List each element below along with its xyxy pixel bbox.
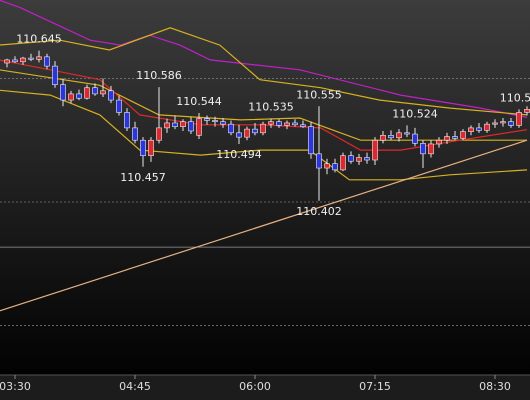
- price-label: 110.457: [120, 171, 166, 184]
- candle-body: [476, 127, 482, 131]
- price-label: 110.402: [296, 205, 342, 218]
- candle-body: [452, 136, 458, 139]
- candle-body: [220, 121, 226, 125]
- x-tick-label: 04:45: [119, 380, 151, 393]
- price-label: 110.524: [392, 107, 438, 120]
- candle-body: [228, 123, 234, 134]
- candle-body: [236, 132, 242, 138]
- candle-body: [148, 139, 154, 156]
- candle-body: [196, 118, 202, 136]
- candle-body: [396, 132, 402, 139]
- candle-body: [356, 157, 362, 162]
- price-label: 110.494: [216, 148, 262, 161]
- candle-body: [484, 123, 490, 131]
- candle-body: [364, 157, 370, 161]
- plot-background: [0, 0, 530, 375]
- price-label: 110.535: [248, 101, 294, 114]
- price-label: 110.55: [500, 91, 530, 104]
- candle-body: [516, 112, 522, 126]
- candle-body: [204, 118, 210, 121]
- candle-body: [100, 90, 106, 95]
- price-label: 110.555: [296, 88, 342, 101]
- candle-body: [380, 134, 386, 141]
- candle-body: [108, 90, 114, 101]
- candle-body: [444, 136, 450, 141]
- candle-body: [164, 122, 170, 129]
- candle-body: [404, 132, 410, 135]
- candle-body: [492, 122, 498, 125]
- candle-body: [500, 121, 506, 124]
- candle-body: [524, 109, 530, 113]
- candle-body: [372, 139, 378, 161]
- candle-body: [460, 131, 466, 139]
- candle-body: [332, 163, 338, 171]
- candle-body: [244, 128, 250, 138]
- price-label: 110.586: [136, 69, 182, 82]
- price-label: 110.645: [16, 33, 62, 46]
- time-axis-bar: [0, 375, 530, 400]
- indicator-line: [0, 69, 527, 141]
- candle-body: [28, 57, 34, 60]
- candle-body: [12, 59, 18, 63]
- candle-body: [412, 133, 418, 144]
- candle-body: [156, 127, 162, 141]
- indicator-line: [0, 89, 528, 181]
- candle-body: [428, 143, 434, 155]
- candle-body: [436, 139, 442, 145]
- indicator-line: [0, 139, 528, 312]
- candle-body: [68, 93, 74, 101]
- candle-body: [252, 128, 258, 134]
- x-tick-label: 07:15: [359, 380, 391, 393]
- indicator-line: [0, 27, 528, 116]
- candle-body: [324, 163, 330, 169]
- candle-body: [116, 99, 122, 113]
- candle-body: [348, 155, 354, 162]
- candle-body: [180, 121, 186, 127]
- candle-body: [76, 93, 82, 99]
- x-tick-label: 08:30: [479, 380, 511, 393]
- candle-body: [388, 134, 394, 139]
- candle-body: [300, 124, 306, 127]
- x-tick-label: 06:00: [239, 380, 271, 393]
- candle-body: [316, 153, 322, 169]
- candle-body: [132, 127, 138, 141]
- candle-body: [212, 120, 218, 123]
- candle-body: [36, 56, 42, 60]
- x-tick-label: 03:30: [0, 380, 31, 393]
- candle-body: [292, 122, 298, 126]
- candle-body: [420, 143, 426, 155]
- candle-body: [276, 121, 282, 126]
- candle-body: [84, 87, 90, 99]
- candle-body: [468, 127, 474, 132]
- candle-body: [268, 121, 274, 125]
- candle-body: [92, 87, 98, 95]
- candle-body: [308, 126, 314, 155]
- candle-body: [140, 139, 146, 156]
- candle-body: [508, 121, 514, 126]
- candle-body: [60, 84, 66, 101]
- candle-body: [172, 122, 178, 127]
- candle-body: [20, 57, 26, 63]
- candle-body: [52, 65, 58, 85]
- candle-body: [124, 112, 130, 129]
- candle-body: [340, 155, 346, 171]
- candle-body: [4, 59, 10, 64]
- candle-body: [188, 121, 194, 132]
- price-label: 110.544: [176, 95, 222, 108]
- indicator-line: [0, 0, 528, 118]
- candle-body: [44, 56, 50, 67]
- candle-body: [260, 123, 266, 134]
- candle-body: [284, 122, 290, 126]
